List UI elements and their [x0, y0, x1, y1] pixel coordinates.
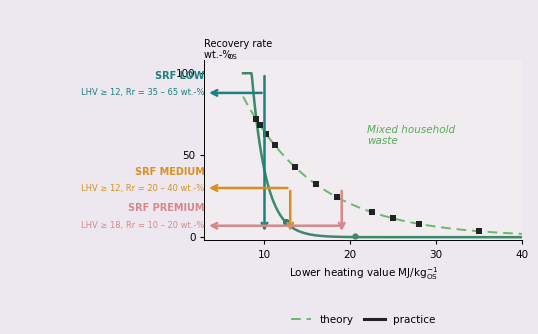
Text: LHV ≥ 12, Rr = 35 – 65 wt.-%: LHV ≥ 12, Rr = 35 – 65 wt.-% [81, 89, 204, 98]
Point [271, 143, 279, 148]
Text: SRF PREMIUM: SRF PREMIUM [128, 203, 204, 213]
X-axis label: Lower heating value MJ/kg$_{\mathrm{OS}}^{-1}$: Lower heating value MJ/kg$_{\mathrm{OS}}… [288, 265, 438, 282]
Point [367, 209, 376, 215]
Point [312, 182, 320, 187]
Text: LHV ≥ 18, Rr = 10 – 20 wt.-%: LHV ≥ 18, Rr = 10 – 20 wt.-% [81, 221, 204, 230]
Point [262, 131, 271, 137]
Point [350, 234, 359, 239]
Text: OS: OS [227, 54, 237, 60]
Point [252, 116, 260, 122]
Text: LHV ≥ 12, Rr = 20 – 40 wt.-%: LHV ≥ 12, Rr = 20 – 40 wt.-% [81, 183, 204, 192]
Point [256, 123, 265, 128]
Text: Mixed household
waste: Mixed household waste [367, 125, 456, 146]
Point [333, 195, 342, 200]
Point [281, 220, 290, 225]
Legend: theory, practice: theory, practice [286, 311, 440, 329]
Point [475, 228, 483, 234]
Text: Recovery rate: Recovery rate [204, 39, 273, 49]
Text: SRF LOW: SRF LOW [155, 71, 204, 81]
Point [389, 216, 398, 221]
Text: SRF MEDIUM: SRF MEDIUM [134, 167, 204, 177]
Point [415, 221, 423, 226]
Point [290, 164, 299, 169]
Text: wt.-%: wt.-% [204, 50, 235, 60]
